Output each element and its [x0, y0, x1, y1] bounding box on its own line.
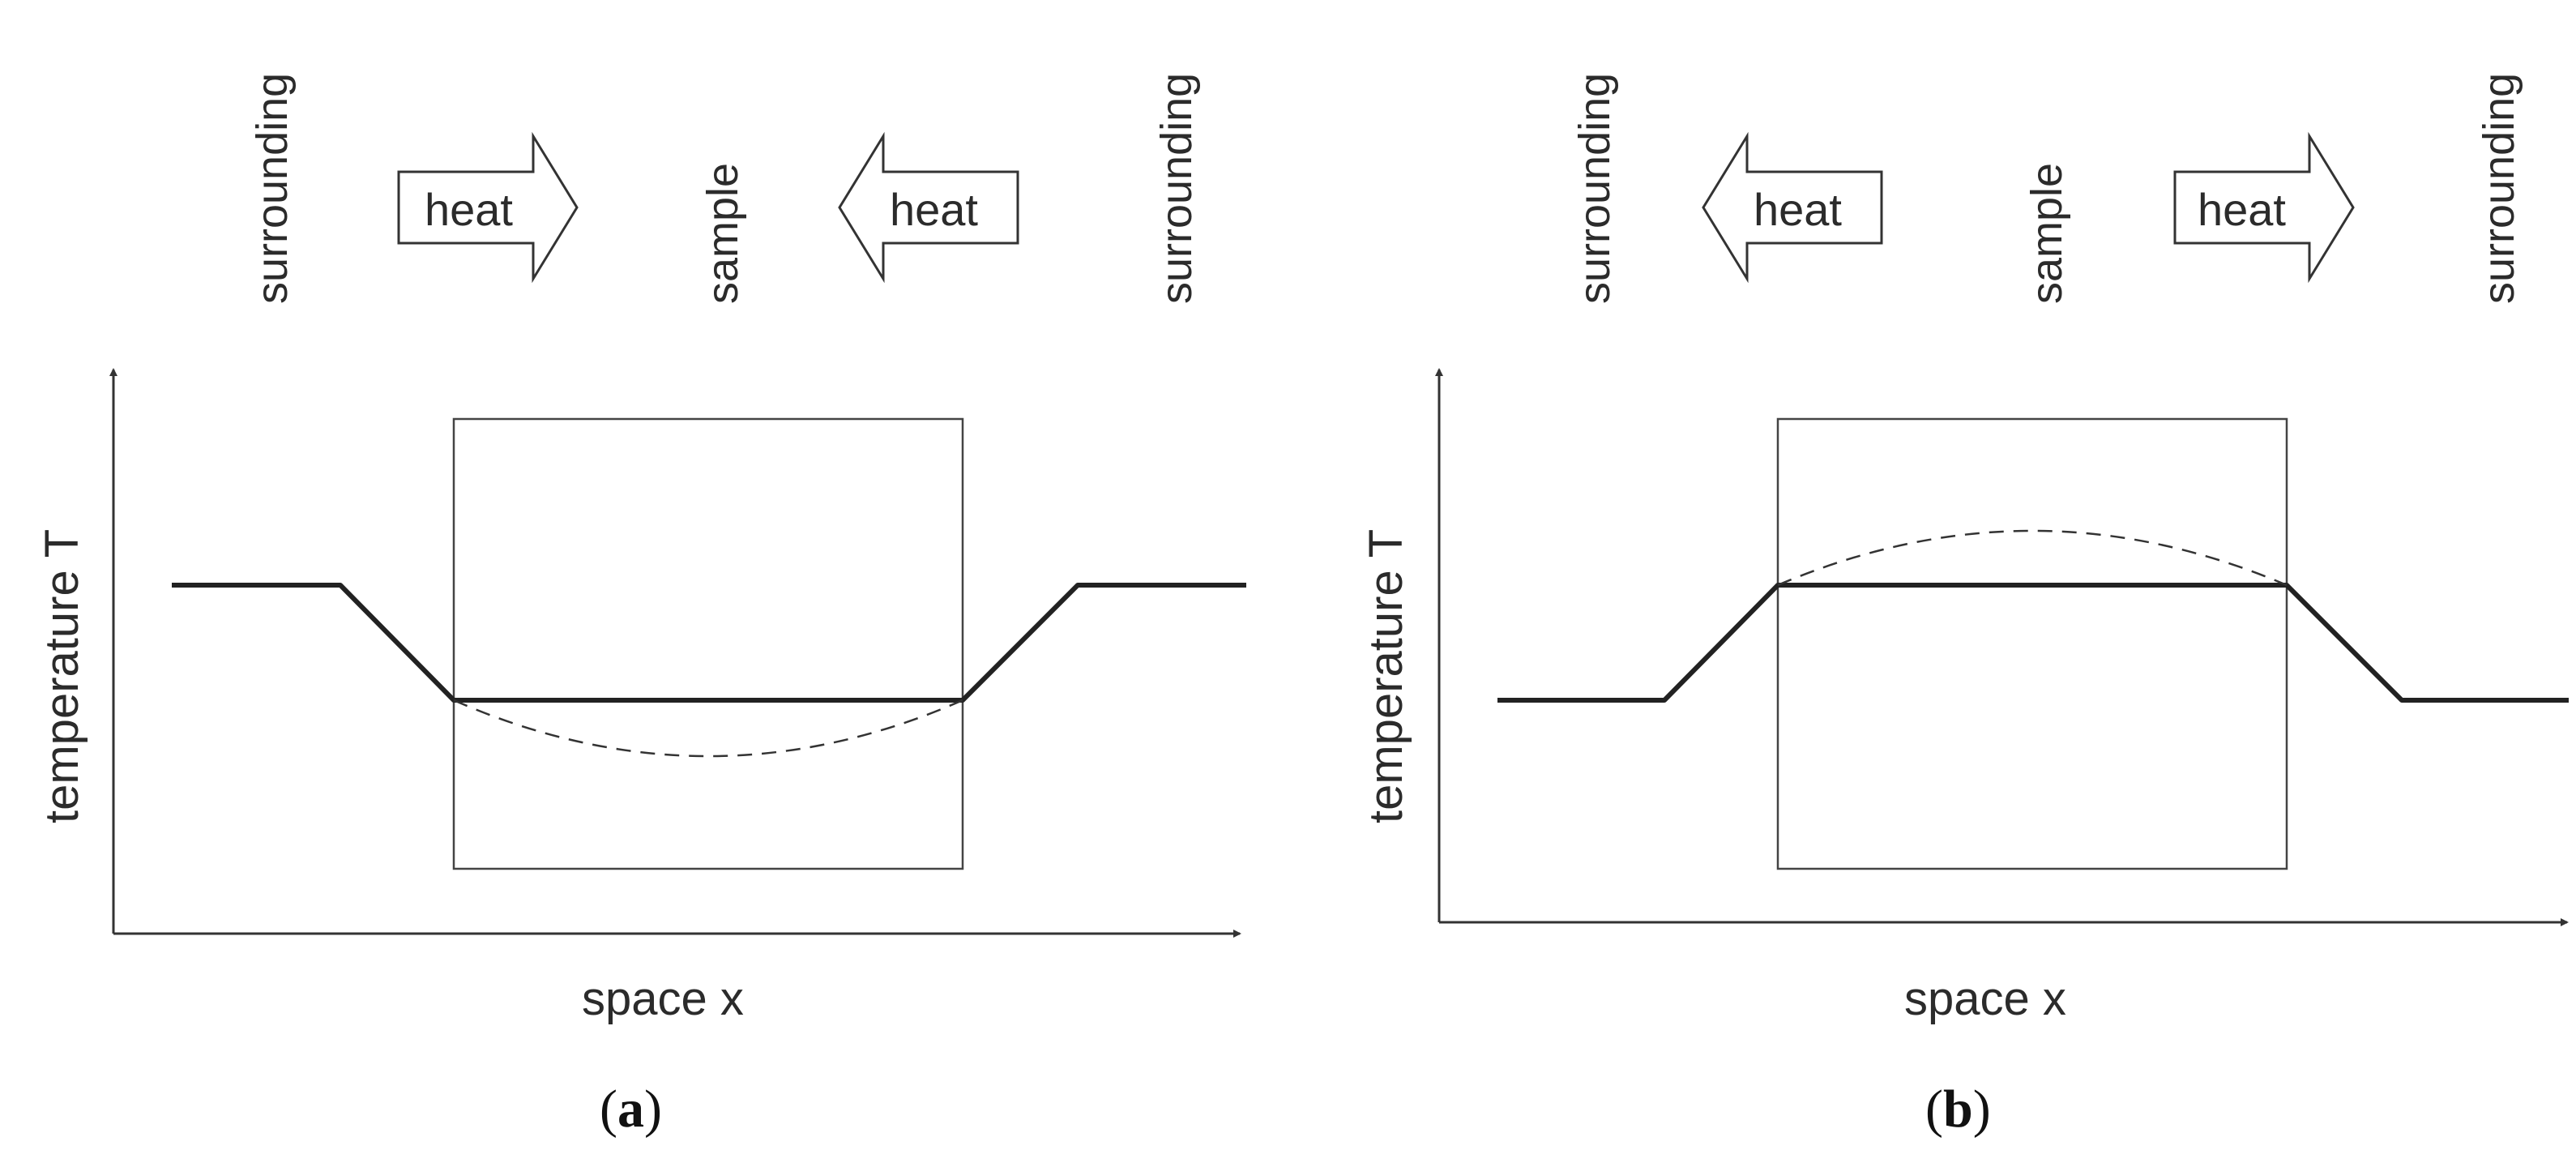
panel-b-heat-arrow-right-text: heat — [2198, 184, 2286, 235]
panel-a-sample-box — [452, 417, 964, 870]
panel-a-heat-arrow-right: heat — [397, 131, 579, 284]
panel-a: surrounding sample surrounding heat heat… — [36, 73, 1246, 1139]
panel-a-heat-arrow-left-text: heat — [890, 184, 978, 235]
panel-a-x-axis-label: space x — [582, 973, 744, 1025]
panel-b-heat-arrow-right: heat — [2173, 131, 2355, 284]
panel-a-heat-arrow-left: heat — [838, 131, 1019, 284]
panel-a-heat-arrow-right-text: heat — [425, 184, 513, 235]
panel-a-dashed-profile — [453, 699, 963, 758]
panel-a-y-axis-label: temperature T — [36, 529, 88, 823]
panel-a-label-surrounding-left: surrounding — [248, 73, 297, 304]
panel-b-sample-box — [1776, 417, 2288, 870]
panel-b-x-axis-label: space x — [1904, 973, 2066, 1025]
panel-b-label-surrounding-right: surrounding — [2475, 73, 2523, 304]
panel-b: surrounding sample surrounding heat heat… — [1360, 73, 2569, 1139]
panel-b-y-axis-label: temperature T — [1360, 529, 1412, 823]
panel-b-temperature-profile — [1497, 583, 2569, 703]
panel-b-heat-arrow-left: heat — [1702, 131, 1883, 284]
panel-b-heat-arrow-left-text: heat — [1754, 184, 1842, 235]
panel-b-caption: (b) — [1925, 1079, 1991, 1139]
panel-a-caption: (a) — [600, 1079, 662, 1139]
panel-b-label-surrounding-left: surrounding — [1570, 73, 1619, 304]
panel-a-label-surrounding-right: surrounding — [1152, 73, 1201, 304]
panel-a-label-sample: sample — [698, 163, 747, 304]
panel-b-dashed-profile — [1777, 529, 2288, 587]
panel-a-temperature-profile — [172, 583, 1246, 703]
panel-b-label-sample: sample — [2023, 163, 2071, 304]
